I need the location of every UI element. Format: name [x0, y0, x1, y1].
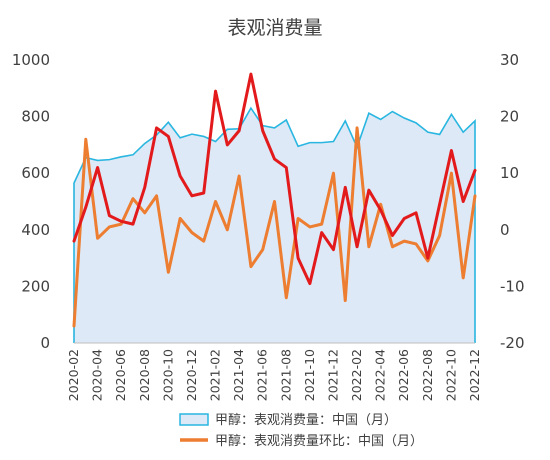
legend-swatch-area	[179, 413, 209, 426]
x-tick-label: 2021-08	[278, 349, 293, 401]
left-tick-label: 1000	[12, 51, 50, 69]
x-tick-label: 2020-08	[137, 349, 152, 401]
left-tick-label: 800	[21, 108, 50, 126]
chart-title: 表观消费量	[227, 17, 322, 39]
x-tick-label: 2022-06	[396, 349, 411, 401]
x-tick-label: 2022-10	[443, 349, 458, 401]
series-area-fill	[74, 108, 475, 343]
legend: 甲醇：表观消费量：中国（月） 甲醇：表观消费量环比：中国（月）	[179, 412, 423, 449]
legend-item-area: 甲醇：表观消费量：中国（月）	[179, 412, 397, 428]
x-tick-label: 2021-06	[255, 349, 270, 401]
x-tick-label: 2022-04	[373, 349, 388, 401]
x-tick-label: 2021-04	[231, 349, 246, 401]
series-line-orange	[72, 126, 477, 328]
x-tick-label: 2020-04	[90, 349, 105, 401]
right-tick-label: -20	[500, 334, 525, 352]
series-line-red	[72, 72, 477, 286]
left-tick-label: 0	[40, 334, 50, 352]
x-tick-label: 2020-10	[160, 349, 175, 401]
x-tick-label: 2022-12	[467, 349, 482, 401]
x-tick-label: 2020-12	[184, 349, 199, 401]
x-tick-label: 2020-02	[66, 349, 81, 401]
x-tick-label: 2020-06	[113, 349, 128, 401]
right-tick-label: 10	[500, 164, 519, 182]
x-tick-label: 2021-10	[302, 349, 317, 401]
right-tick-label: 0	[500, 221, 510, 239]
series-area-outline	[73, 106, 476, 343]
x-tick-label: 2021-12	[325, 349, 340, 401]
legend-label-area: 甲醇：表观消费量：中国（月）	[215, 412, 397, 428]
right-tick-label: 20	[500, 108, 519, 126]
x-axis-ticks: 2020-02 2020-04 2020-06 2020-08 2020-10 2020-…	[66, 349, 482, 401]
x-tick-label: 2021-02	[208, 349, 223, 401]
left-tick-label: 200	[21, 277, 50, 295]
area-layer	[73, 106, 476, 343]
legend-item-line: 甲醇：表观消费量环比：中国（月）	[180, 433, 423, 449]
left-axis-ticks: 0 200 400 600 800 1000	[12, 51, 50, 352]
legend-label-line: 甲醇：表观消费量环比：中国（月）	[215, 433, 423, 449]
x-tick-label: 2022-08	[420, 349, 435, 401]
right-axis-ticks: -20 -10 0 10 20 30	[500, 51, 525, 352]
right-tick-label: -10	[500, 277, 525, 295]
right-tick-label: 30	[500, 51, 519, 69]
left-tick-label: 400	[21, 221, 50, 239]
left-tick-label: 600	[21, 164, 50, 182]
x-tick-label: 2022-02	[349, 349, 364, 401]
line-layer	[72, 72, 477, 328]
